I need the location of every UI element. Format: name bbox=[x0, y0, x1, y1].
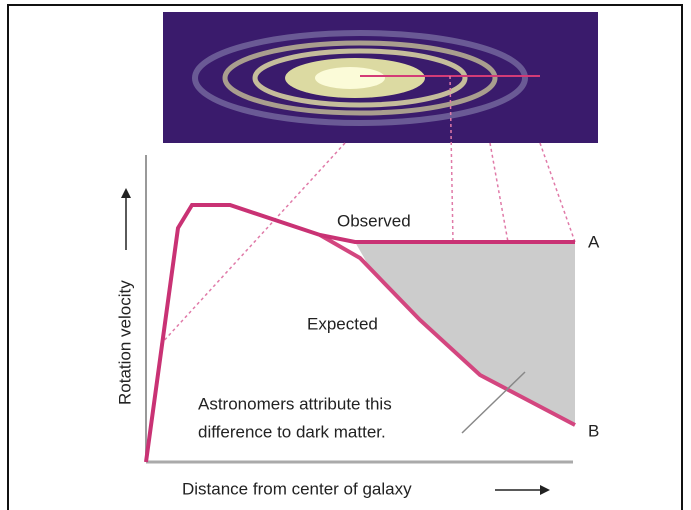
y-axis-arrowhead bbox=[121, 188, 131, 198]
annotation: Astronomers attribute this bbox=[198, 394, 392, 413]
dark-matter-region bbox=[355, 242, 575, 425]
point-b-label: B bbox=[588, 421, 599, 440]
x-axis-arrowhead bbox=[540, 485, 550, 495]
annotation: difference to dark matter. bbox=[198, 422, 386, 441]
point-a-label: A bbox=[588, 232, 600, 251]
galaxy-image bbox=[163, 12, 598, 143]
projection-lines bbox=[159, 75, 576, 346]
observed-curve bbox=[144, 203, 575, 463]
expected-curve bbox=[319, 233, 576, 427]
annotation-pointer bbox=[461, 371, 526, 434]
observed-label: Observed bbox=[337, 211, 411, 230]
x-axis-label: Distance from center of galaxy bbox=[182, 479, 412, 498]
y-axis-label: Rotation velocity bbox=[115, 280, 134, 405]
expected-label: Expected bbox=[307, 314, 378, 333]
